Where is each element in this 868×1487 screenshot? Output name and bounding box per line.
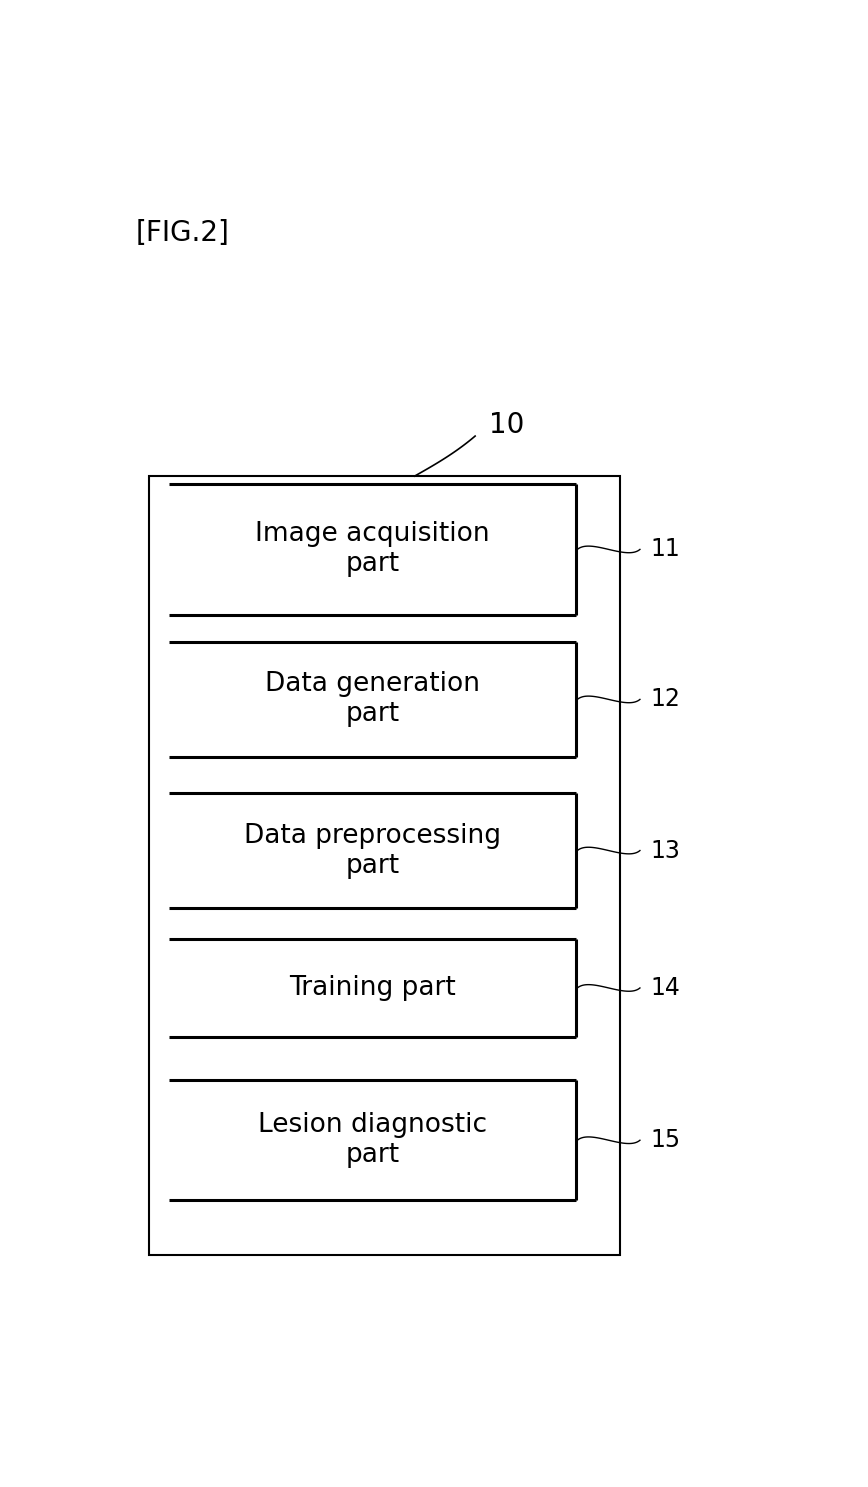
Text: Data preprocessing
part: Data preprocessing part (244, 822, 501, 879)
Text: 13: 13 (650, 839, 680, 862)
Text: Image acquisition
part: Image acquisition part (255, 522, 490, 577)
Bar (149, 476, 620, 1255)
Text: Training part: Training part (289, 975, 456, 1001)
Text: [FIG.2]: [FIG.2] (135, 219, 229, 247)
Text: 15: 15 (650, 1129, 681, 1152)
Text: 11: 11 (650, 537, 680, 562)
Text: 12: 12 (650, 687, 680, 711)
Text: 14: 14 (650, 975, 680, 999)
Text: Data generation
part: Data generation part (265, 672, 480, 727)
Text: 10: 10 (489, 410, 524, 439)
Text: Lesion diagnostic
part: Lesion diagnostic part (258, 1112, 487, 1169)
